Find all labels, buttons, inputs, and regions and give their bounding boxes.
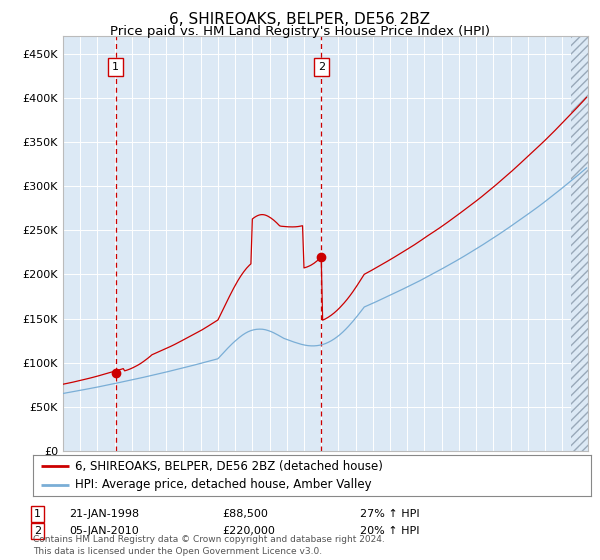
Text: Price paid vs. HM Land Registry's House Price Index (HPI): Price paid vs. HM Land Registry's House … bbox=[110, 25, 490, 38]
Text: 20% ↑ HPI: 20% ↑ HPI bbox=[360, 526, 419, 536]
Text: 6, SHIREOAKS, BELPER, DE56 2BZ (detached house): 6, SHIREOAKS, BELPER, DE56 2BZ (detached… bbox=[75, 460, 383, 473]
Text: 1: 1 bbox=[34, 509, 41, 519]
Text: £220,000: £220,000 bbox=[222, 526, 275, 536]
Text: 6, SHIREOAKS, BELPER, DE56 2BZ: 6, SHIREOAKS, BELPER, DE56 2BZ bbox=[169, 12, 431, 27]
Text: Contains HM Land Registry data © Crown copyright and database right 2024.
This d: Contains HM Land Registry data © Crown c… bbox=[33, 535, 385, 556]
Text: 27% ↑ HPI: 27% ↑ HPI bbox=[360, 509, 419, 519]
Polygon shape bbox=[571, 36, 588, 451]
Text: 2: 2 bbox=[318, 62, 325, 72]
Text: 1: 1 bbox=[112, 62, 119, 72]
Text: £88,500: £88,500 bbox=[222, 509, 268, 519]
Text: 2: 2 bbox=[34, 526, 41, 536]
Text: 21-JAN-1998: 21-JAN-1998 bbox=[69, 509, 139, 519]
Text: HPI: Average price, detached house, Amber Valley: HPI: Average price, detached house, Ambe… bbox=[75, 478, 371, 491]
Text: 05-JAN-2010: 05-JAN-2010 bbox=[69, 526, 139, 536]
